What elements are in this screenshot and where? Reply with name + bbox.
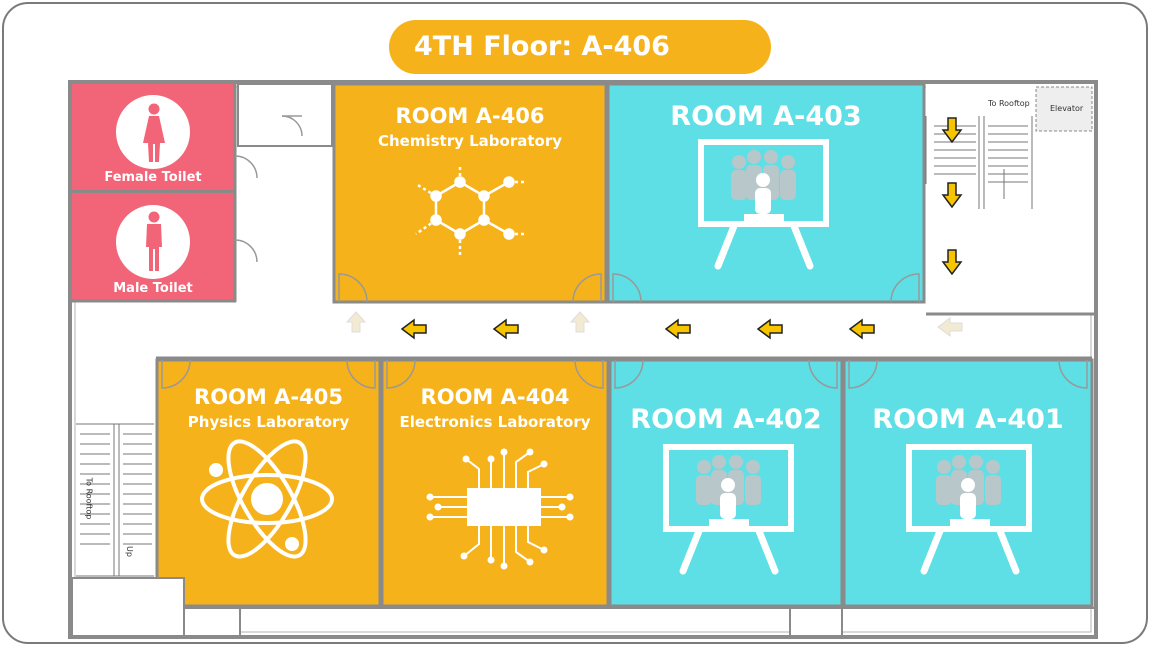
faded-arrow-left [937,317,963,337]
faded-arrow-up [569,311,591,333]
room-a405-title: ROOM A-405 [194,385,343,409]
female-toilet-icon [116,95,190,169]
corridor-doors [161,273,1088,389]
room-a404-title: ROOM A-404 [420,385,570,409]
route-arrow-left [400,318,427,340]
up-label-left: Up [124,546,134,557]
route-arrow-left [492,318,519,340]
route-arrow-left [664,318,691,340]
physics-atom-icon [200,439,334,559]
room-a405 [155,358,382,608]
female-toilet-label: Female Toilet [104,170,202,185]
room-a406-subtitle: Chemistry Laboratory [377,132,563,150]
classroom-board-icon-a402 [663,444,794,575]
room-a404-subtitle: Electronics Laboratory [399,413,591,431]
male-toilet-label: Male Toilet [113,281,193,296]
classroom-board-icon-a401 [906,444,1032,575]
route-arrow-left [848,318,875,340]
floor-title-pill: 4TH Floor: A-406 [389,20,771,74]
stairs-left [76,423,154,577]
room-a406 [332,82,608,304]
to-rooftop-label-top: To Rooftop [988,99,1030,108]
to-rooftop-label-left: To Rooftop [84,477,94,520]
floor-title: 4TH Floor: A-406 [414,31,670,62]
classroom-board-icon-a403 [698,139,829,270]
room-a401-title: ROOM A-401 [872,404,1064,435]
route-arrow-down [941,117,963,144]
room-a405-subtitle: Physics Laboratory [187,413,350,431]
route-arrow-down [941,249,963,276]
route-arrow-down [941,182,963,209]
room-a403-title: ROOM A-403 [670,101,862,132]
room-a402-title: ROOM A-402 [630,404,822,435]
faded-arrow-up [345,311,367,333]
faded-arrows [345,311,963,337]
floor-plan [68,22,1098,639]
male-toilet-icon [116,205,190,279]
elevator-box [1035,86,1093,132]
elevator-label: Elevator [1050,104,1084,113]
room-a404 [380,358,610,608]
route-arrows [400,117,963,340]
chemistry-molecule-icon [415,164,524,256]
electronics-chip-icon [426,448,574,570]
route-arrow-left [756,318,783,340]
room-a406-title: ROOM A-406 [395,104,545,128]
